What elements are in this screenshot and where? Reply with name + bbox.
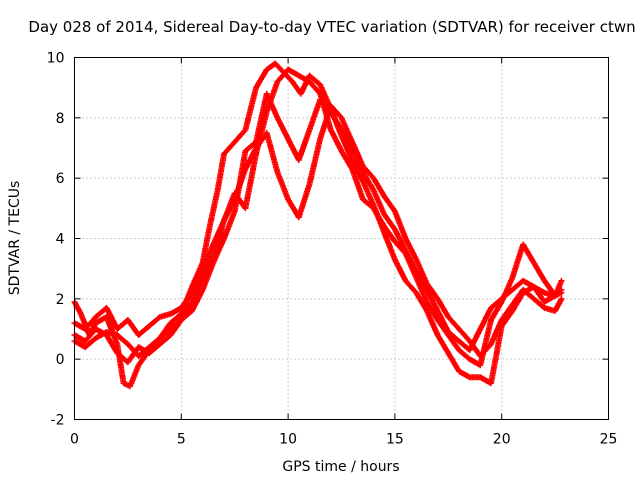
x-tick-label: 5 — [177, 432, 186, 448]
y-tick-label: 0 — [56, 352, 65, 368]
chart-title: Day 028 of 2014, Sidereal Day-to-day VTE… — [28, 18, 636, 36]
y-tick-label: 6 — [56, 171, 65, 187]
x-axis-title: GPS time / hours — [282, 459, 399, 475]
data-series — [71, 60, 565, 390]
y-tick-label: 10 — [47, 51, 65, 67]
x-tick-label: 0 — [70, 432, 79, 448]
y-tick-label: -2 — [51, 413, 65, 429]
y-tick-label: 8 — [56, 111, 65, 127]
y-axis-title: SDTVAR / TECUs — [7, 181, 23, 296]
x-tick-label: 25 — [600, 432, 618, 448]
x-tick-label: 10 — [279, 432, 297, 448]
grid — [74, 57, 609, 420]
y-tick-label: 2 — [56, 292, 65, 308]
axes: 0 5 10 15 20 25 -2 0 2 4 6 8 10 — [47, 51, 618, 448]
x-tick-label: 20 — [493, 432, 511, 448]
x-tick-label: 15 — [386, 432, 404, 448]
y-tick-label: 4 — [56, 232, 65, 248]
